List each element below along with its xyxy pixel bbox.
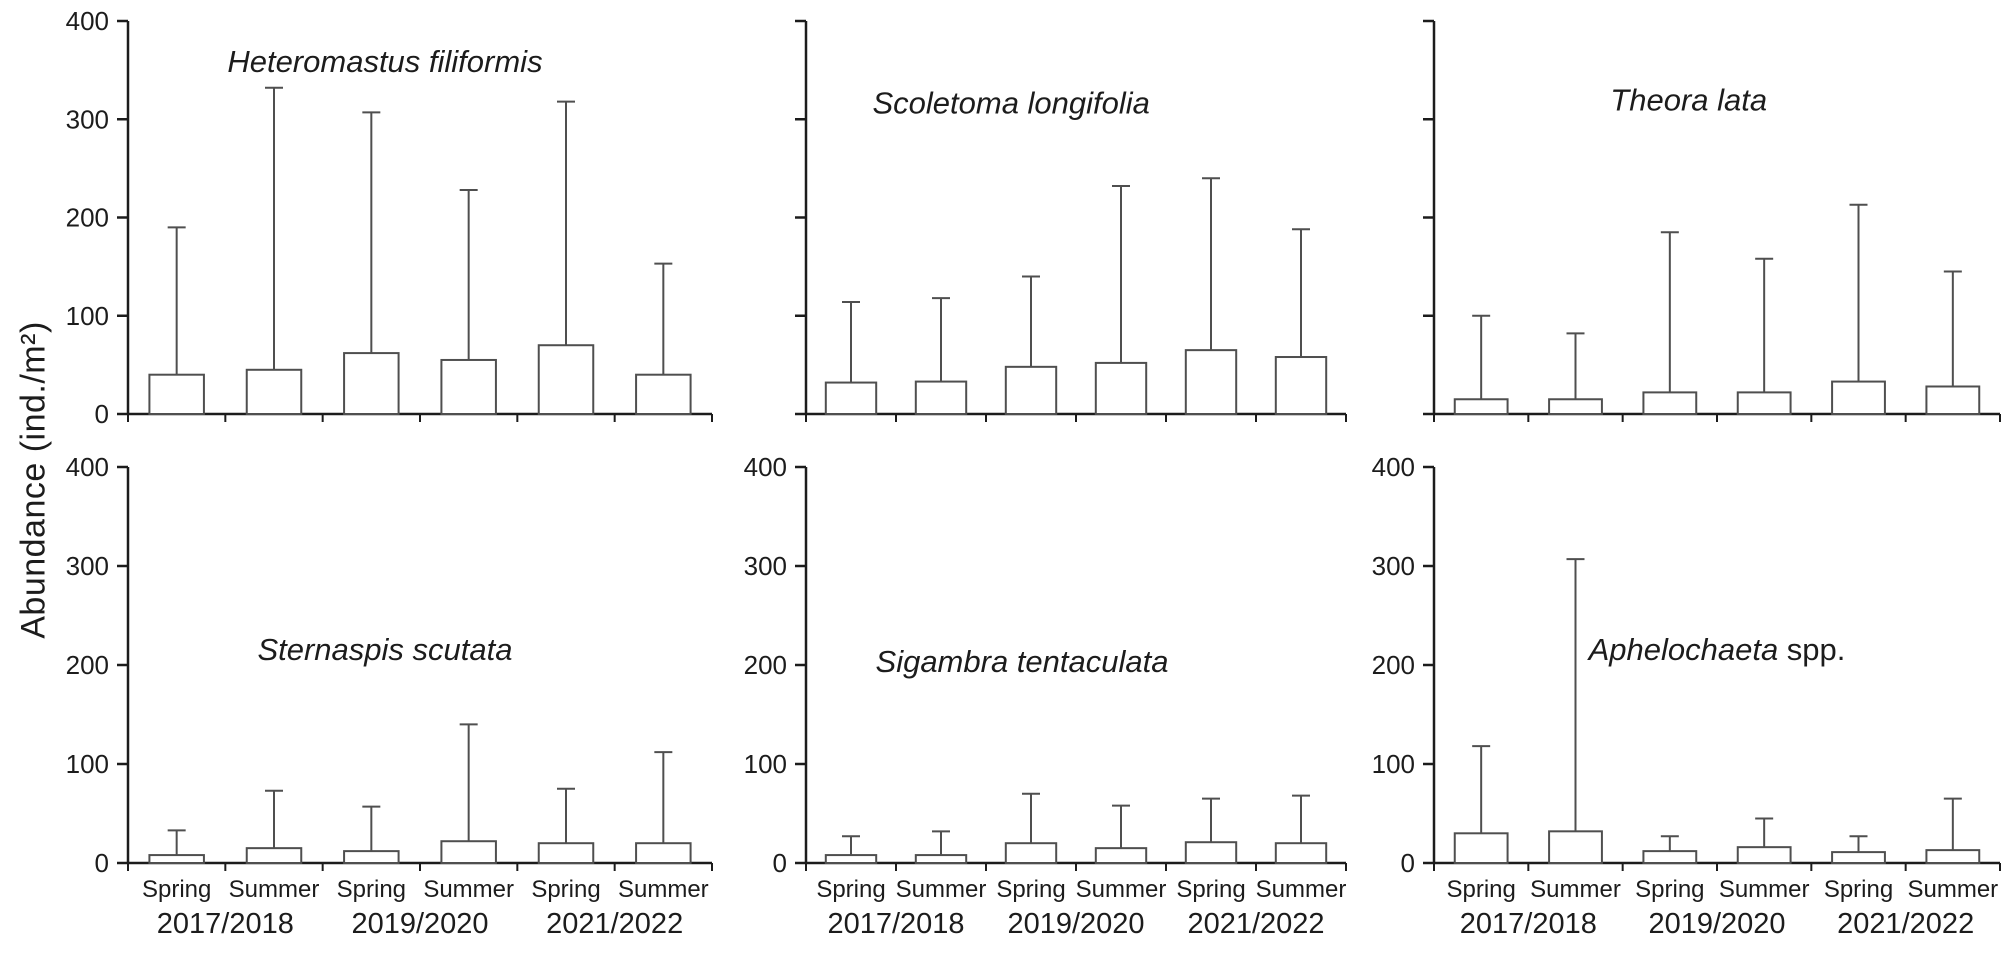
bar bbox=[1831, 380, 1886, 416]
bar bbox=[245, 368, 303, 416]
season-label: Summer bbox=[423, 876, 514, 903]
panel-title: Aphelochaeta spp. bbox=[1587, 632, 1846, 667]
season-label: Spring bbox=[1824, 876, 1893, 903]
bar bbox=[245, 847, 303, 865]
season-label: Summer bbox=[618, 876, 709, 903]
panel-4: 0 100 200 300 400 Sigambra tentaculata Spring S… bbox=[744, 452, 1347, 940]
year-label: 2019/2020 bbox=[1648, 908, 1785, 940]
season-label: Spring bbox=[531, 876, 600, 903]
year-label: 2021/2022 bbox=[1187, 908, 1324, 940]
bar bbox=[1925, 849, 1981, 865]
season-label: Summer bbox=[1256, 876, 1347, 903]
bar bbox=[1736, 846, 1792, 864]
y-tick-label: 100 bbox=[66, 301, 109, 331]
y-tick-label: 0 bbox=[95, 399, 109, 429]
y-tick-label: 0 bbox=[1401, 848, 1415, 878]
season-label: Spring bbox=[1446, 876, 1515, 903]
y-tick-label: 0 bbox=[773, 848, 787, 878]
y-tick-label: 200 bbox=[66, 203, 109, 233]
season-label: Spring bbox=[142, 876, 211, 903]
y-tick-label: 100 bbox=[744, 749, 787, 779]
panel-3: 0 100 200 300 400 Sternaspis scutata Spring Sum… bbox=[66, 452, 713, 940]
bar bbox=[343, 352, 400, 415]
bar bbox=[914, 380, 968, 416]
y-tick-label: 400 bbox=[744, 452, 787, 482]
bar bbox=[1736, 391, 1792, 416]
year-label: 2019/2020 bbox=[1007, 908, 1144, 940]
y-tick-label: 400 bbox=[66, 452, 109, 482]
bar bbox=[537, 344, 595, 416]
y-tick-label: 200 bbox=[744, 650, 787, 680]
bar bbox=[1453, 398, 1509, 416]
bar bbox=[537, 842, 595, 865]
y-tick-label: 200 bbox=[66, 650, 109, 680]
panel-title: Sigambra tentaculata bbox=[876, 644, 1169, 679]
panel-title: Sternaspis scutata bbox=[257, 632, 512, 667]
panel-title: Scoletoma longifolia bbox=[872, 85, 1149, 120]
bar bbox=[635, 842, 692, 865]
panel-2: Theora lata bbox=[1423, 19, 2001, 422]
bar bbox=[824, 381, 878, 415]
y-tick-label: 0 bbox=[95, 848, 109, 878]
bar bbox=[1274, 356, 1328, 416]
panel-5: 0 100 200 300 400 Aphelochaeta spp. Spring Summ… bbox=[1372, 452, 2001, 940]
panel-title: Theora lata bbox=[1610, 82, 1767, 117]
season-label: Summer bbox=[1530, 876, 1621, 903]
y-tick-label: 300 bbox=[744, 551, 787, 581]
bar bbox=[148, 854, 205, 865]
bar bbox=[440, 840, 497, 864]
year-label: 2017/2018 bbox=[1460, 908, 1597, 940]
bar bbox=[1925, 385, 1981, 415]
bar bbox=[1642, 391, 1698, 416]
bar bbox=[1004, 365, 1058, 415]
bar bbox=[1548, 830, 1603, 865]
panel-0: 0 100 200 300 400 Heteromastus filiformis bbox=[66, 6, 713, 429]
y-tick-label: 300 bbox=[1372, 551, 1415, 581]
year-label: 2021/2022 bbox=[1837, 908, 1974, 940]
season-label: Spring bbox=[816, 876, 885, 903]
y-tick-label: 200 bbox=[1372, 650, 1415, 680]
bar bbox=[148, 373, 205, 416]
bar bbox=[824, 854, 878, 865]
bar bbox=[440, 358, 497, 415]
season-label: Summer bbox=[1907, 876, 1998, 903]
y-tick-label: 400 bbox=[1372, 452, 1415, 482]
year-label: 2019/2020 bbox=[351, 908, 488, 940]
y-tick-label: 400 bbox=[66, 6, 109, 36]
y-tick-label: 100 bbox=[1372, 749, 1415, 779]
y-tick-label: 300 bbox=[66, 104, 109, 134]
bar bbox=[1642, 850, 1698, 864]
season-label: Spring bbox=[996, 876, 1065, 903]
year-label: 2017/2018 bbox=[157, 908, 294, 940]
bar bbox=[1094, 847, 1148, 865]
season-label: Spring bbox=[337, 876, 406, 903]
bar bbox=[1184, 841, 1238, 865]
y-tick-label: 100 bbox=[66, 749, 109, 779]
bar bbox=[1831, 851, 1886, 864]
bar bbox=[635, 373, 692, 416]
panel-title: Heteromastus filiformis bbox=[227, 44, 542, 79]
bar bbox=[1094, 361, 1148, 416]
year-label: 2017/2018 bbox=[827, 908, 964, 940]
panel-1: Scoletoma longifolia bbox=[795, 19, 1347, 422]
bar bbox=[914, 854, 968, 865]
y-tick-label: 300 bbox=[66, 551, 109, 581]
season-label: Summer bbox=[1076, 876, 1167, 903]
y-axis-label: Abundance (ind./m²) bbox=[14, 321, 53, 639]
bar bbox=[1184, 349, 1238, 416]
bar bbox=[1274, 842, 1328, 865]
season-label: Spring bbox=[1635, 876, 1704, 903]
bar bbox=[1453, 832, 1509, 864]
season-label: Summer bbox=[896, 876, 987, 903]
season-label: Spring bbox=[1176, 876, 1245, 903]
year-label: 2021/2022 bbox=[546, 908, 683, 940]
bar bbox=[343, 850, 400, 864]
season-label: Summer bbox=[1719, 876, 1810, 903]
bar bbox=[1004, 842, 1058, 865]
bar bbox=[1548, 398, 1603, 416]
season-label: Summer bbox=[229, 876, 320, 903]
